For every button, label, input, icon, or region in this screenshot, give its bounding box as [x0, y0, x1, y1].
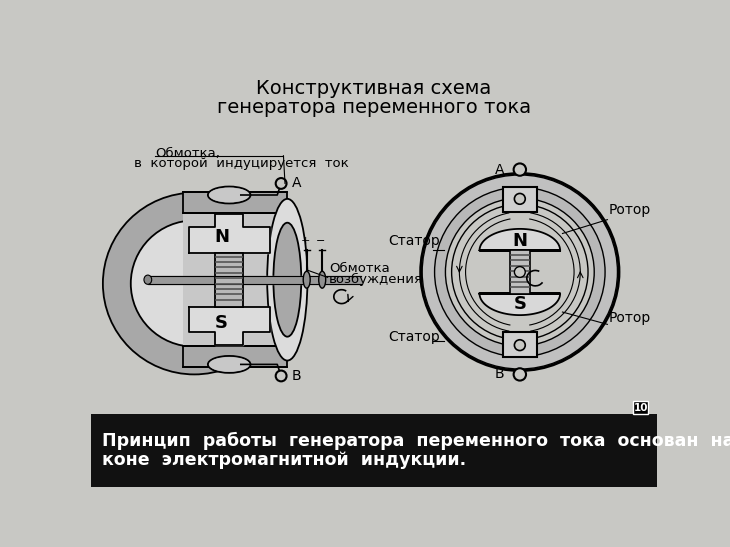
Polygon shape: [189, 214, 269, 253]
Circle shape: [452, 204, 588, 340]
Circle shape: [515, 340, 526, 351]
Text: S: S: [513, 295, 526, 313]
Text: B: B: [495, 368, 504, 381]
Polygon shape: [480, 229, 560, 251]
Bar: [182, 192, 288, 213]
Bar: [91, 415, 657, 487]
Ellipse shape: [303, 271, 310, 288]
Circle shape: [514, 368, 526, 381]
Text: A: A: [495, 162, 504, 177]
Circle shape: [131, 220, 258, 347]
Polygon shape: [189, 307, 269, 345]
Text: Конструктивная схема: Конструктивная схема: [256, 79, 492, 98]
Text: N: N: [214, 228, 229, 246]
Ellipse shape: [144, 275, 152, 284]
Text: N: N: [512, 232, 527, 250]
Ellipse shape: [208, 187, 250, 203]
Text: коне  электромагнитной  индукции.: коне электромагнитной индукции.: [102, 451, 466, 469]
Circle shape: [276, 370, 287, 381]
Text: Обмотка: Обмотка: [329, 262, 390, 275]
Text: в  которой  индуцируется  ток: в которой индуцируется ток: [134, 158, 349, 170]
Circle shape: [434, 187, 605, 357]
Text: B: B: [292, 369, 301, 383]
Text: Принцип  работы  генератора  переменного  тока  основан  на  за-: Принцип работы генератора переменного то…: [102, 432, 730, 450]
Text: S: S: [215, 314, 228, 332]
Ellipse shape: [209, 188, 250, 202]
Bar: [503, 332, 537, 357]
Circle shape: [276, 178, 287, 189]
Text: −: −: [316, 236, 326, 246]
Text: генератора переменного тока: генератора переменного тока: [217, 98, 531, 117]
Text: Статор: Статор: [388, 330, 439, 344]
Circle shape: [103, 193, 285, 374]
Circle shape: [422, 175, 618, 369]
Text: +: +: [301, 236, 310, 246]
Polygon shape: [480, 294, 560, 315]
Ellipse shape: [273, 223, 301, 337]
Ellipse shape: [208, 356, 250, 373]
Bar: [510, 251, 530, 294]
Bar: [503, 187, 537, 212]
Text: Обмотка,: Обмотка,: [155, 147, 220, 160]
Circle shape: [515, 194, 526, 204]
Bar: [182, 203, 288, 357]
Bar: [215, 253, 243, 307]
Circle shape: [420, 173, 619, 370]
Bar: [633, 401, 648, 414]
Text: Статор: Статор: [388, 234, 439, 248]
Circle shape: [514, 164, 526, 176]
Text: Ротор: Ротор: [609, 203, 651, 217]
Circle shape: [445, 198, 594, 346]
Bar: [182, 346, 288, 368]
Ellipse shape: [209, 357, 250, 372]
Ellipse shape: [267, 199, 307, 360]
Text: Ротор: Ротор: [609, 311, 651, 325]
Text: 10: 10: [634, 403, 648, 412]
Circle shape: [515, 266, 526, 277]
Text: A: A: [292, 177, 301, 190]
Ellipse shape: [319, 271, 326, 288]
Text: возбуждения: возбуждения: [329, 273, 423, 286]
